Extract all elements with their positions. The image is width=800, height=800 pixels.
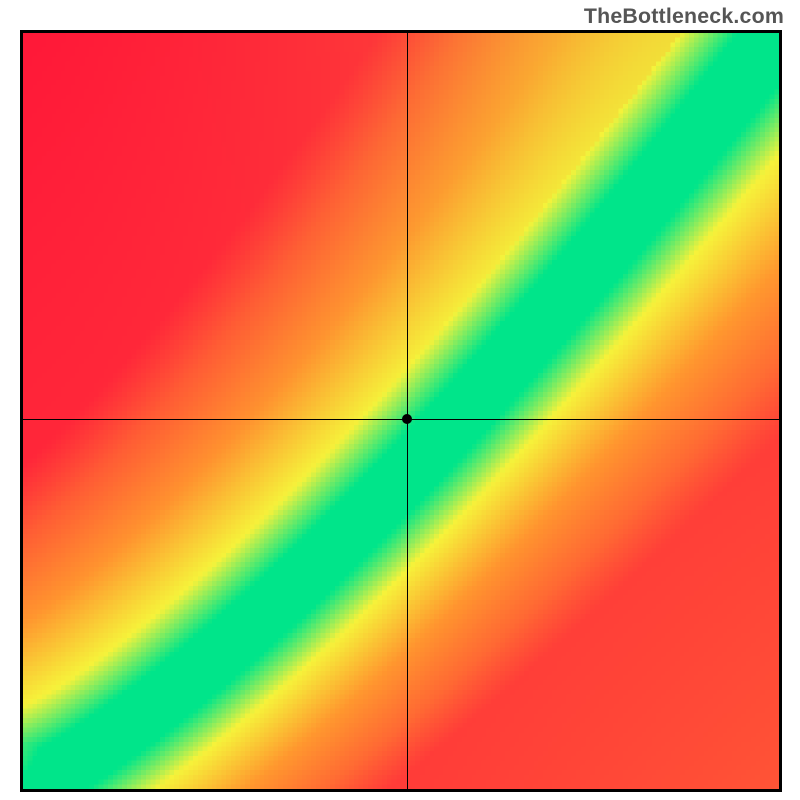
watermark-text: TheBottleneck.com bbox=[584, 4, 784, 29]
crosshair-horizontal bbox=[23, 419, 779, 420]
heatmap-canvas bbox=[23, 33, 779, 789]
plot-frame bbox=[20, 30, 782, 792]
crosshair-vertical bbox=[407, 33, 408, 789]
chart-container: TheBottleneck.com bbox=[0, 0, 800, 800]
marker-dot bbox=[402, 414, 412, 424]
